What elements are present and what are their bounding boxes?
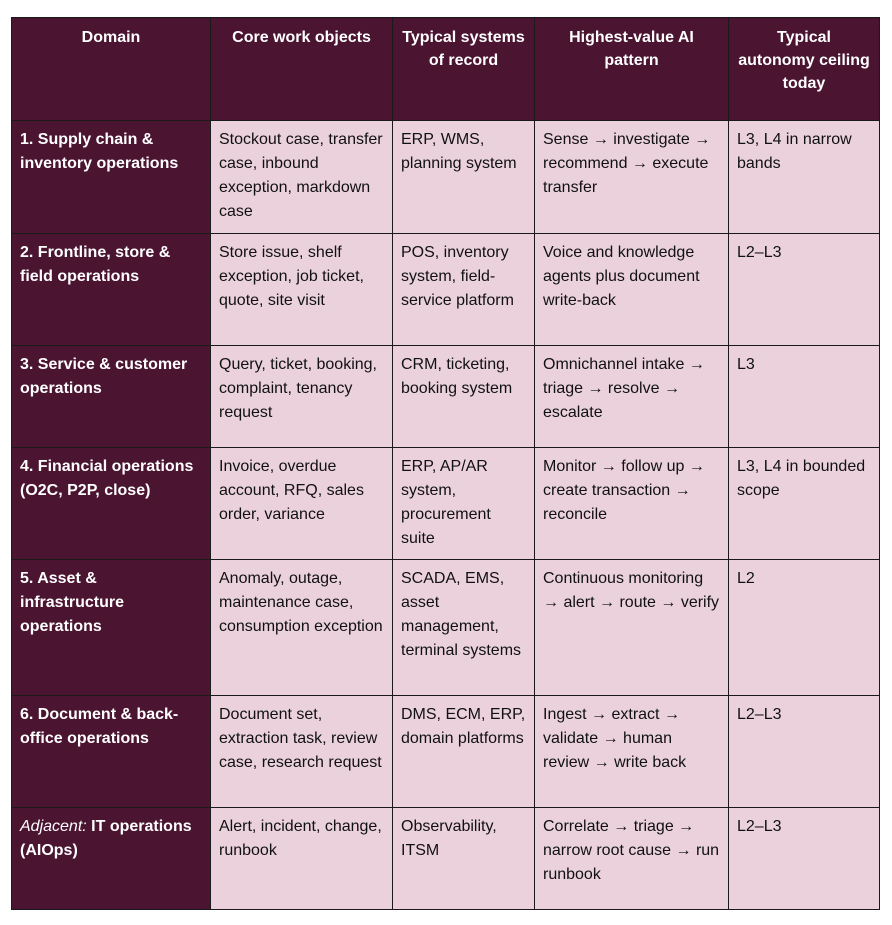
domain-cell: 6. Document & back-office operations [11,695,211,808]
table-cell: Alert, incident, change, runbook [210,807,393,910]
table-cell: Ingest → extract → validate → human revi… [534,695,729,808]
table-cell: POS, inventory system, field-service pla… [392,233,535,346]
table-cell: Stockout case, transfer case, inbound ex… [210,120,393,234]
domain-table: Domain Core work objects Typical systems o… [11,17,880,910]
table-cell: Anomaly, outage, maintenance case, consu… [210,559,393,696]
table-cell: Invoice, overdue account, RFQ, sales ord… [210,447,393,560]
domain-cell: 1. Supply chain & inventory operations [11,120,211,234]
table-cell: ERP, AP/AR system, procurement suite [392,447,535,560]
table-cell: Query, ticket, booking, complaint, tenan… [210,345,393,448]
table-cell: Store issue, shelf exception, job ticket… [210,233,393,346]
table-cell: DMS, ECM, ERP, domain platforms [392,695,535,808]
domain-cell: 4. Financial operations (O2C, P2P, close… [11,447,211,560]
table-row: 5. Asset & infrastructure operations Anom… [11,559,880,696]
table-cell: Monitor → follow up → create transaction… [534,447,729,560]
table-cell: Correlate → triage → narrow root cause →… [534,807,729,910]
header-cell: Typical systems of record [392,17,535,121]
domain-cell: Adjacent: IT operations (AIOps) [11,807,211,910]
header-cell: Domain [11,17,211,121]
table-row: Adjacent: IT operations (AIOps) Alert, in… [11,807,880,910]
table-cell: Observability, ITSM [392,807,535,910]
header-cell: Highest-value AI pattern [534,17,729,121]
table-cell: L3, L4 in narrow bands [728,120,880,234]
cell-text: IT operations (AIOps) [20,818,192,859]
table-row: 4. Financial operations (O2C, P2P, close… [11,447,880,560]
table-row: 6. Document & back-office operations Docu… [11,695,880,808]
header-cell: Typical autonomy ceiling today [728,17,880,121]
table-row: 2. Frontline, store & field operations St… [11,233,880,346]
table-cell: SCADA, EMS, asset management, terminal s… [392,559,535,696]
table-cell: Sense → investigate → recommend → execut… [534,120,729,234]
table-cell: L2–L3 [728,695,880,808]
header-row: Domain Core work objects Typical systems o… [11,17,880,121]
domain-cell: 3. Service & customer operations [11,345,211,448]
table-row: 3. Service & customer operations Query, t… [11,345,880,448]
table-cell: CRM, ticketing, booking system [392,345,535,448]
cell-italic: Adjacent: [20,818,87,835]
table-cell: Continuous monitoring → alert → route → … [534,559,729,696]
table-cell: L3, L4 in bounded scope [728,447,880,560]
table-cell: Voice and knowledge agents plus document… [534,233,729,346]
domain-cell: 5. Asset & infrastructure operations [11,559,211,696]
table-row: 1. Supply chain & inventory operations St… [11,120,880,234]
table-cell: L2–L3 [728,807,880,910]
table-cell: L2 [728,559,880,696]
header-cell: Core work objects [210,17,393,121]
table-cell: ERP, WMS, planning system [392,120,535,234]
table-cell: Omnichannel intake → triage → resolve → … [534,345,729,448]
domain-cell: 2. Frontline, store & field operations [11,233,211,346]
table-cell: L2–L3 [728,233,880,346]
table-cell: L3 [728,345,880,448]
table-cell: Document set, extraction task, review ca… [210,695,393,808]
